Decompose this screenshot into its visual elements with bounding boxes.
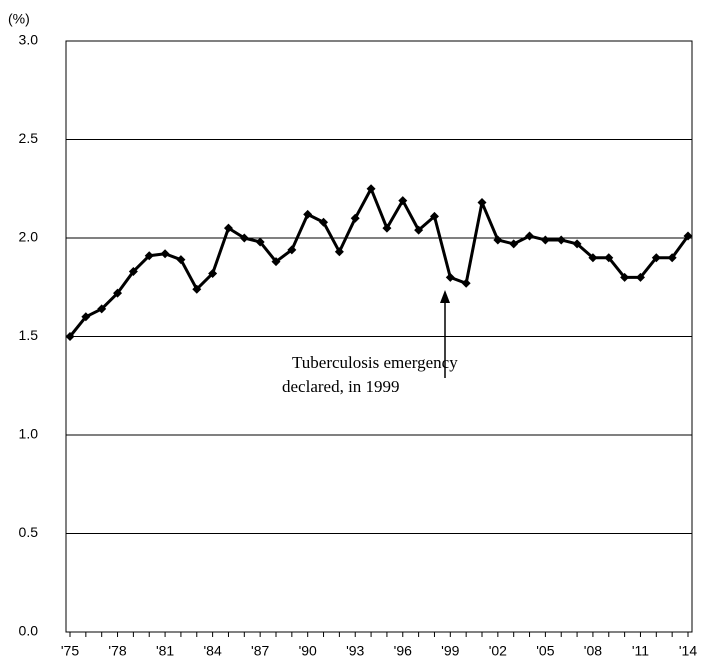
marker xyxy=(429,211,439,221)
marker xyxy=(588,253,598,263)
marker xyxy=(667,253,677,263)
x-tick-label: '84 xyxy=(203,643,221,659)
x-tick-label: '81 xyxy=(156,643,174,659)
x-tick-label: '11 xyxy=(632,643,649,659)
x-tick-label: '87 xyxy=(251,643,269,659)
y-tick-label: 2.0 xyxy=(19,229,39,245)
y-tick-label: 1.0 xyxy=(19,426,39,442)
marker xyxy=(651,253,661,263)
marker xyxy=(319,217,329,227)
marker xyxy=(620,272,630,282)
x-tick-label: '08 xyxy=(584,643,602,659)
annotation-arrowhead xyxy=(440,290,450,303)
marker xyxy=(382,223,392,233)
marker xyxy=(97,304,107,314)
marker xyxy=(525,231,535,241)
y-tick-label: 2.5 xyxy=(19,130,39,146)
x-tick-label: '99 xyxy=(441,643,459,659)
marker xyxy=(144,251,154,261)
marker xyxy=(556,235,566,245)
marker xyxy=(366,184,376,194)
marker xyxy=(65,332,75,341)
y-tick-label: 0.5 xyxy=(19,524,39,540)
marker xyxy=(635,272,645,282)
marker xyxy=(271,257,281,267)
marker xyxy=(509,239,519,249)
marker xyxy=(350,213,360,223)
x-tick-label: '78 xyxy=(108,643,126,659)
marker xyxy=(540,235,550,245)
annotation: Tuberculosis emergency xyxy=(292,353,458,372)
marker xyxy=(414,225,424,235)
marker xyxy=(128,266,138,276)
marker xyxy=(208,268,218,278)
marker xyxy=(113,288,123,298)
marker xyxy=(160,249,170,259)
marker xyxy=(223,223,233,233)
marker xyxy=(287,245,297,255)
x-tick-label: '93 xyxy=(346,643,364,659)
y-tick-label: 1.5 xyxy=(19,327,39,343)
marker xyxy=(255,237,265,247)
marker xyxy=(683,231,693,241)
marker xyxy=(493,235,503,245)
marker xyxy=(461,278,471,288)
marker xyxy=(334,247,344,257)
marker xyxy=(303,209,313,219)
x-tick-label: '05 xyxy=(536,643,554,659)
x-tick-label: '75 xyxy=(61,643,79,659)
marker xyxy=(445,272,455,282)
line xyxy=(68,187,690,338)
x-tick-label: '02 xyxy=(489,643,507,659)
y-tick-label: 0.0 xyxy=(19,623,39,639)
x-tick-label: '90 xyxy=(299,643,317,659)
marker xyxy=(239,233,249,243)
marker xyxy=(176,255,186,265)
x-tick-label: '14 xyxy=(679,643,697,659)
annotation: declared, in 1999 xyxy=(282,377,400,396)
marker xyxy=(604,253,614,263)
marker xyxy=(398,196,408,206)
y-tick-label: 3.0 xyxy=(19,32,39,48)
marker xyxy=(192,284,202,294)
marker xyxy=(477,198,487,208)
marker xyxy=(81,312,91,322)
y-axis-label: (%) xyxy=(8,11,30,27)
marker xyxy=(572,239,582,249)
x-tick-label: '96 xyxy=(394,643,412,659)
